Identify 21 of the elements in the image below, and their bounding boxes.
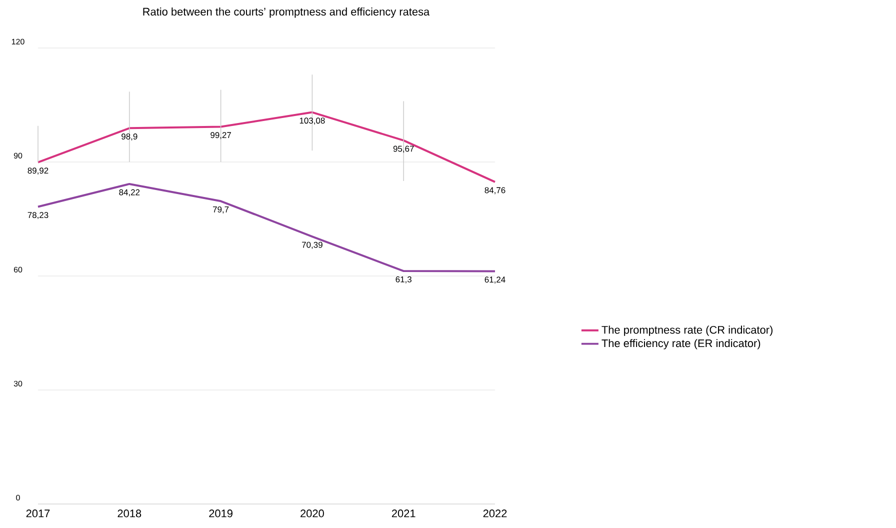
legend-label: The promptness rate (CR indicator) <box>602 326 772 336</box>
x-tick-label: 2017 <box>26 510 50 518</box>
data-label: 61,3 <box>396 276 412 284</box>
x-tick-label: 2020 <box>300 510 324 518</box>
x-tick-label: 2018 <box>118 510 142 518</box>
chart-title: Ratio between the courts’ promptness and efficiency ratesa <box>143 8 430 18</box>
data-label: 70,39 <box>302 242 322 249</box>
data-label: 95,67 <box>393 146 414 153</box>
data-label: 98,9 <box>122 134 138 140</box>
x-tick-label: 2022 <box>483 510 507 518</box>
data-label: 103,08 <box>300 118 325 125</box>
data-label: 89,92 <box>28 168 48 175</box>
data-label: 61,24 <box>484 276 506 284</box>
legend-label: The efficiency rate (ER indicator) <box>602 339 760 350</box>
data-label: 84,76 <box>484 187 506 194</box>
x-tick-label: 2019 <box>209 510 232 518</box>
data-label: 78,23 <box>28 212 48 220</box>
data-label: 99,27 <box>210 132 231 140</box>
x-tick-label: 2021 <box>392 510 416 518</box>
data-label: 84,22 <box>119 189 140 196</box>
data-label: 79,7 <box>212 206 229 214</box>
